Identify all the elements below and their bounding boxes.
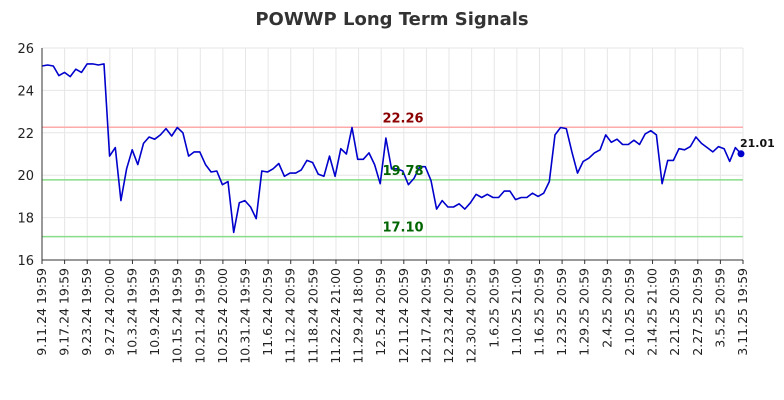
x-tick-label: 1.29.25 20:59: [577, 268, 592, 356]
x-tick-label: 11.6.24 20:59: [260, 268, 275, 356]
price-series-line: [41, 63, 742, 234]
series-layer: [41, 63, 745, 234]
y-tick-label: 22: [17, 127, 34, 142]
x-tick-label: 2.21.25 20:59: [667, 268, 682, 356]
resistance-label: 22.26: [382, 111, 423, 126]
x-tick-label: 10.25.24 20:00: [215, 268, 230, 364]
x-tick-label: 9.23.24 19:59: [79, 268, 94, 356]
x-tick-label: 2.27.25 20:59: [690, 268, 705, 356]
x-tick-label: 1.16.25 20:59: [531, 268, 546, 356]
axis-layer: 16 18 20 22 24 26 9.11.24 19:59 9.17.24 19:59 9.…: [17, 42, 750, 364]
x-tick-label: 12.17.24 20:59: [418, 268, 433, 364]
x-tick-label: 1.6.25 20:59: [486, 268, 501, 348]
x-tick-label: 9.27.24 20:00: [102, 268, 117, 356]
y-tick-label: 24: [17, 84, 34, 99]
x-tick-label: 3.5.25 20:59: [712, 268, 727, 348]
x-tick-label: 1.23.25 20:59: [554, 268, 569, 356]
support-label: 17.10: [382, 221, 423, 236]
x-tick-label: 10.3.24 19:59: [124, 268, 139, 356]
x-tick-label: 2.4.25 20:59: [599, 268, 614, 348]
x-tick-label: 3.11.25 19:59: [735, 268, 750, 356]
x-tick-label: 10.15.24 19:59: [170, 268, 185, 364]
x-tick-label: 11.12.24 20:59: [283, 268, 298, 364]
x-tick-label: 10.21.24 19:59: [192, 268, 207, 364]
x-tick-label: 12.11.24 20:59: [396, 268, 411, 364]
x-tick-label: 9.11.24 19:59: [34, 268, 49, 356]
y-tick-label: 16: [17, 254, 34, 269]
y-tick-label: 18: [17, 212, 34, 227]
x-tick-label: 10.31.24 19:59: [238, 268, 253, 364]
x-tick-label: 12.30.24 20:59: [464, 268, 479, 364]
x-tick-label: 1.10.25 21:00: [509, 268, 524, 356]
x-tick-label: 11.18.24 20:59: [305, 268, 320, 364]
label-layer: 22.26 19.78 17.10 21.01: [382, 111, 774, 235]
x-tick-label: 12.5.24 20:59: [373, 268, 388, 356]
x-tick-label: 10.9.24 19:59: [147, 268, 162, 356]
last-value-label: 21.01: [740, 137, 775, 150]
x-tick-label: 2.10.25 20:59: [622, 268, 637, 356]
x-tick-label: 9.17.24 19:59: [57, 268, 72, 356]
x-tick-label: 12.23.24 20:59: [441, 268, 456, 364]
y-tick-label: 20: [17, 169, 34, 184]
x-tick-label: 11.22.24 21:00: [328, 268, 343, 364]
y-tick-label: 26: [17, 42, 34, 57]
x-tick-label: 2.14.25 21:00: [645, 268, 660, 356]
horizontal-lines-layer: [42, 126, 743, 238]
last-value-marker: [737, 150, 745, 158]
support-label: 19.78: [382, 164, 423, 179]
chart-title: POWWP Long Term Signals: [255, 9, 528, 30]
x-tick-label: 11.29.24 18:00: [351, 268, 366, 364]
